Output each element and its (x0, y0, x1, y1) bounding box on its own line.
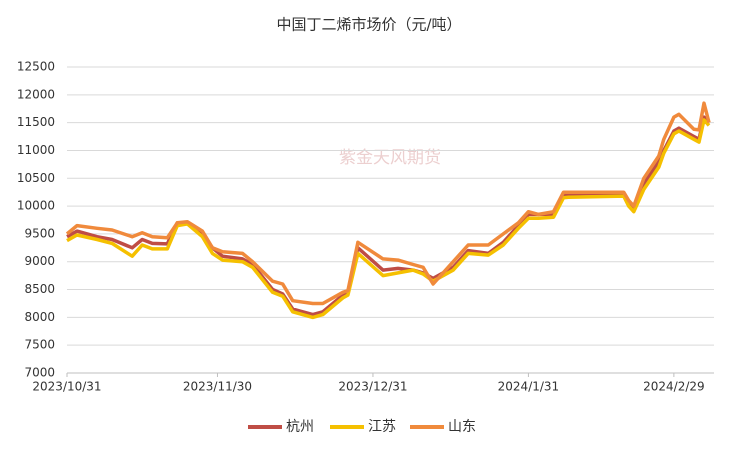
legend-label: 江苏 (368, 419, 396, 435)
series-line (65, 101, 711, 306)
y-tick-label: 7000 (24, 366, 55, 380)
y-tick-label: 10000 (17, 199, 55, 213)
series-line (66, 115, 711, 317)
x-tick-label: 2023/11/30 (183, 380, 252, 394)
y-tick-label: 9000 (24, 254, 55, 268)
y-tick-label: 8000 (24, 310, 55, 324)
y-tick-label: 12000 (17, 87, 55, 101)
y-tick-label: 11000 (17, 143, 55, 157)
x-tick-label: 2024/2/29 (643, 380, 705, 394)
y-tick-label: 8500 (24, 282, 55, 296)
watermark: 紫金天风期货 (339, 148, 441, 168)
y-tick-label: 11500 (17, 115, 55, 129)
y-tick-label: 10500 (17, 171, 55, 185)
y-tick-label: 9500 (24, 226, 55, 240)
legend-label: 山东 (448, 419, 476, 435)
y-tick-label: 7500 (24, 338, 55, 352)
x-tick-label: 2023/10/31 (32, 380, 101, 394)
legend-label: 杭州 (286, 419, 314, 435)
y-tick-label: 12500 (17, 60, 55, 74)
x-tick-label: 2023/12/31 (338, 380, 407, 394)
series-line (66, 118, 711, 320)
chart-title: 中国丁二烯市场价（元/吨） (276, 16, 461, 34)
x-tick-label: 2024/1/31 (498, 380, 560, 394)
